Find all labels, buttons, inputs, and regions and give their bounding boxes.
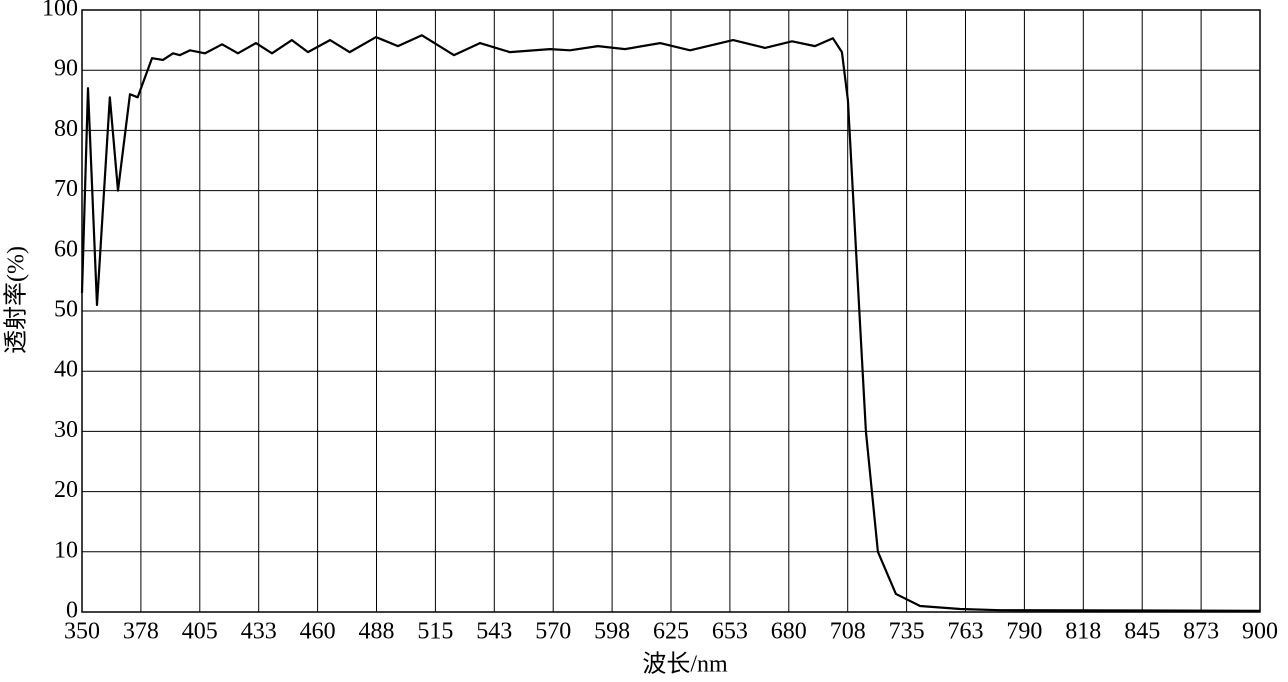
x-tick-label: 845	[1124, 619, 1160, 645]
x-tick-label: 433	[241, 619, 277, 645]
y-tick-label: 40	[54, 357, 78, 383]
y-axis-label: 透射率(%)	[3, 246, 30, 354]
x-axis-label: 波长/nm	[642, 651, 728, 678]
x-tick-label: 735	[889, 619, 925, 645]
y-tick-label: 20	[54, 477, 78, 503]
x-tick-label: 378	[123, 619, 159, 645]
x-tick-label: 488	[359, 619, 395, 645]
x-tick-label: 763	[948, 619, 984, 645]
data-line	[80, 34, 1261, 612]
x-tick-label: 460	[300, 619, 336, 645]
x-tick-label: 625	[653, 619, 689, 645]
y-tick-label: 60	[54, 236, 78, 262]
x-tick-label: 818	[1065, 619, 1101, 645]
x-tick-label: 350	[64, 619, 100, 645]
x-tick-label: 405	[182, 619, 218, 645]
y-tick-label: 30	[54, 417, 78, 443]
x-tick-label: 873	[1183, 619, 1219, 645]
x-tick-label: 680	[771, 619, 807, 645]
x-tick-label: 900	[1242, 619, 1278, 645]
y-tick-label: 80	[54, 116, 78, 142]
plot-frame	[81, 9, 1261, 613]
x-tick-label: 790	[1006, 619, 1042, 645]
y-tick-label: 100	[42, 0, 78, 22]
x-tick-label: 708	[830, 619, 866, 645]
x-tick-label: 515	[417, 619, 453, 645]
y-tick-label: 70	[54, 176, 78, 202]
y-tick-label: 50	[54, 297, 78, 323]
x-tick-label: 570	[535, 619, 571, 645]
x-tick-label: 598	[594, 619, 630, 645]
y-tick-label: 10	[54, 537, 78, 563]
y-tick-label: 90	[54, 56, 78, 82]
x-tick-label: 653	[712, 619, 748, 645]
x-tick-label: 543	[476, 619, 512, 645]
y-tick-label: 0	[66, 598, 78, 624]
